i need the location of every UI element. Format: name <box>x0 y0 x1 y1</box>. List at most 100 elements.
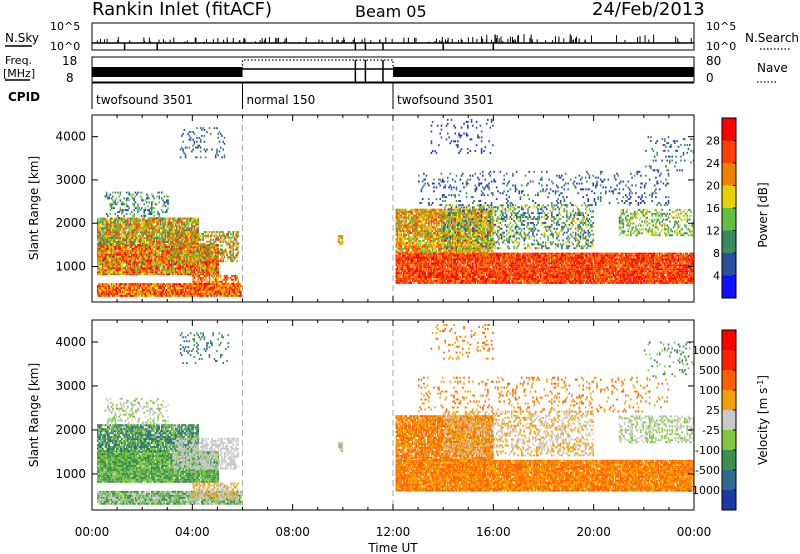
range-cell <box>191 285 193 288</box>
range-cell <box>100 285 103 288</box>
range-cell <box>125 253 128 256</box>
range-cell <box>165 267 168 270</box>
range-cell <box>203 134 206 137</box>
range-cell <box>222 286 225 289</box>
range-cell <box>193 294 196 297</box>
range-cell <box>127 251 129 254</box>
range-cell <box>219 132 222 135</box>
range-cell <box>157 249 159 252</box>
range-cell <box>189 242 192 245</box>
nsearch-tick-bottom: 10^0 <box>706 40 736 53</box>
range-cell <box>125 283 128 286</box>
range-cell <box>110 289 113 291</box>
range-cell <box>142 294 144 297</box>
range-cell <box>134 289 137 291</box>
range-cell <box>160 247 163 250</box>
range-cell <box>152 249 154 252</box>
range-cell <box>109 263 112 266</box>
range-cell <box>167 245 169 248</box>
range-cell <box>118 289 120 291</box>
range-cell <box>178 259 181 262</box>
range-cell <box>139 243 142 246</box>
range-cell <box>110 261 113 264</box>
range-cell <box>184 232 187 235</box>
range-cell <box>211 234 213 237</box>
range-cell <box>148 197 151 200</box>
range-cell <box>207 273 209 276</box>
range-cell <box>125 289 128 291</box>
cpid-label: CPID <box>8 90 40 104</box>
range-cell <box>222 294 225 297</box>
range-cell <box>165 263 168 266</box>
range-cell <box>191 289 193 291</box>
range-cell <box>153 211 156 214</box>
range-cell <box>231 236 233 239</box>
range-cell <box>223 287 226 290</box>
range-cell <box>122 259 124 262</box>
range-cell <box>117 267 119 270</box>
range-cell <box>169 294 172 297</box>
range-cell <box>107 221 109 224</box>
range-cell <box>181 290 183 293</box>
range-cell <box>127 243 129 246</box>
range-cell <box>138 233 141 236</box>
range-cell <box>97 251 99 254</box>
range-cell <box>211 251 213 254</box>
station-title: Rankin Inlet (fitACF) <box>92 0 272 20</box>
range-cell <box>209 240 212 243</box>
power-data <box>97 118 695 297</box>
range-cell <box>232 248 235 251</box>
range-cell <box>150 216 153 219</box>
range-cell <box>192 223 194 226</box>
range-cell <box>99 225 102 228</box>
range-cell <box>193 132 196 135</box>
range-cell <box>188 285 191 288</box>
range-cell <box>152 287 154 290</box>
range-cell <box>104 292 107 295</box>
range-cell <box>236 274 238 277</box>
range-cell <box>208 127 211 130</box>
range-cell <box>172 273 174 276</box>
range-cell <box>162 243 164 246</box>
range-cell <box>99 290 102 293</box>
range-cell <box>171 271 173 274</box>
range-cell <box>128 249 130 252</box>
range-cell <box>444 260 447 263</box>
nsky-tick-top: 10^5 <box>50 20 80 33</box>
range-cell <box>165 273 168 276</box>
range-cell <box>140 257 143 260</box>
range-cell <box>234 283 237 286</box>
range-cell <box>196 247 198 250</box>
range-cell <box>216 294 218 297</box>
range-cell <box>149 285 152 288</box>
range-cell <box>193 289 196 291</box>
range-cell <box>149 255 152 258</box>
range-cell <box>134 249 137 252</box>
range-cell <box>145 253 148 256</box>
range-cell <box>202 269 204 272</box>
range-cell <box>117 251 119 254</box>
range-cell <box>158 261 161 264</box>
range-cell <box>148 267 151 270</box>
range-cell <box>183 292 186 295</box>
range-cell <box>144 209 147 212</box>
range-cell <box>217 136 220 139</box>
freq-strip <box>91 56 695 83</box>
range-cell <box>176 267 178 270</box>
range-cell <box>211 232 213 235</box>
range-cell <box>202 247 204 250</box>
range-cell <box>223 142 226 145</box>
beam-title: Beam 05 <box>355 2 427 21</box>
range-cell <box>163 257 166 260</box>
range-cell <box>188 265 191 268</box>
freq-tick-top: 18 <box>62 54 77 68</box>
range-cell <box>133 203 135 206</box>
range-cell <box>191 254 193 257</box>
range-cell <box>218 238 221 241</box>
range-cell <box>145 265 148 268</box>
range-cell <box>158 247 161 250</box>
range-cell <box>113 259 115 262</box>
range-cell <box>184 245 187 248</box>
range-cell <box>123 257 125 260</box>
range-cell <box>179 217 182 220</box>
